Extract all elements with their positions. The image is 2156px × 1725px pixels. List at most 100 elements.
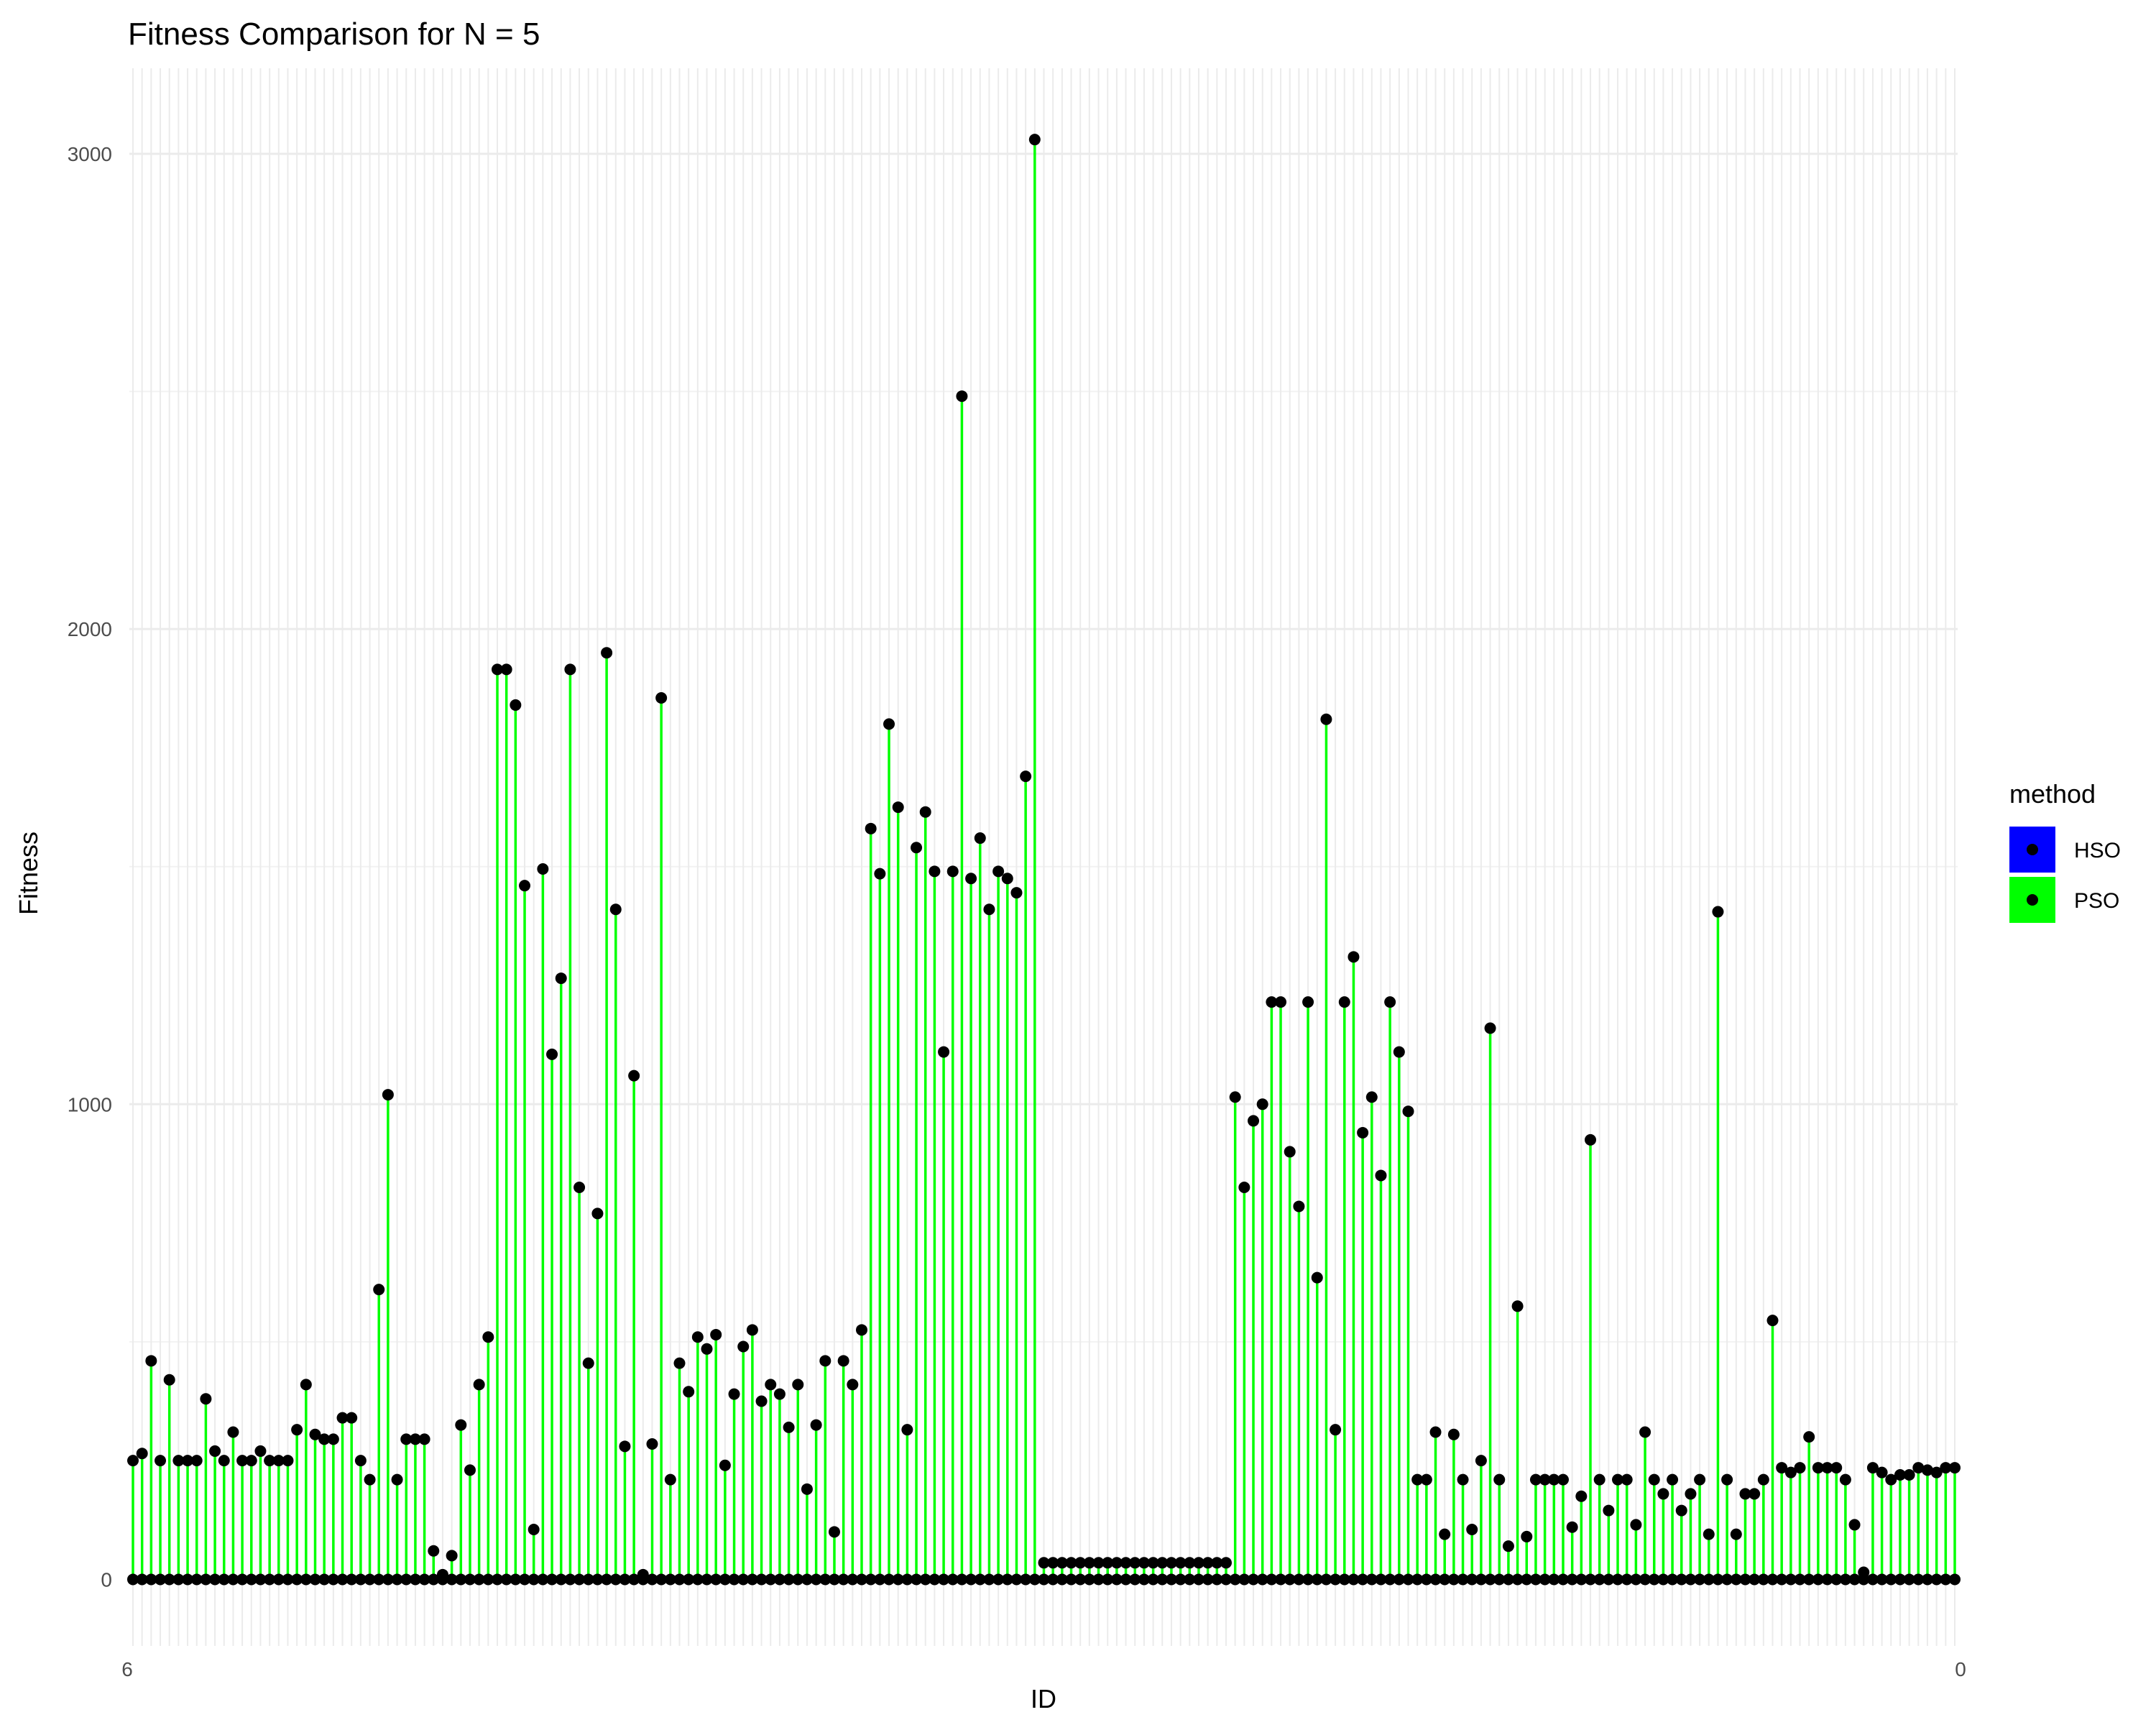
point-pso xyxy=(282,1455,294,1467)
point-hso xyxy=(519,1573,531,1586)
point-pso xyxy=(1585,1133,1596,1146)
point-pso xyxy=(1529,1473,1542,1486)
point-pso xyxy=(163,1374,175,1386)
point-hso xyxy=(810,1573,822,1586)
point-pso xyxy=(1685,1488,1697,1500)
point-pso xyxy=(1056,1557,1068,1569)
point-hso xyxy=(983,1573,995,1586)
point-pso xyxy=(737,1340,750,1353)
point-pso xyxy=(1429,1426,1442,1438)
point-pso xyxy=(1457,1473,1469,1486)
point-hso xyxy=(1092,1573,1105,1586)
point-hso xyxy=(609,1573,622,1586)
point-pso xyxy=(1784,1466,1797,1478)
point-hso xyxy=(1548,1573,1560,1586)
point-pso xyxy=(373,1284,385,1296)
point-pso xyxy=(1110,1557,1123,1569)
point-pso xyxy=(1065,1557,1077,1569)
point-pso xyxy=(1256,1098,1268,1110)
point-hso xyxy=(1848,1573,1861,1586)
point-hso xyxy=(837,1573,849,1586)
point-hso xyxy=(892,1573,904,1586)
point-pso xyxy=(1648,1473,1660,1486)
point-pso xyxy=(1539,1473,1551,1486)
point-pso xyxy=(446,1550,458,1562)
point-pso xyxy=(746,1324,758,1336)
point-hso xyxy=(473,1573,485,1586)
point-hso xyxy=(1484,1573,1496,1586)
point-pso xyxy=(1757,1473,1769,1486)
point-pso xyxy=(555,972,567,985)
point-pso xyxy=(1302,996,1314,1008)
point-hso xyxy=(1457,1573,1469,1586)
point-hso xyxy=(354,1573,367,1586)
point-pso xyxy=(1593,1473,1606,1486)
points xyxy=(127,134,1961,1586)
point-hso xyxy=(1657,1573,1669,1586)
point-pso xyxy=(992,865,1005,878)
point-pso xyxy=(1165,1557,1177,1569)
point-pso xyxy=(1866,1462,1879,1474)
point-pso xyxy=(965,873,977,885)
point-pso xyxy=(1639,1426,1651,1438)
point-hso xyxy=(573,1573,586,1586)
point-pso xyxy=(1047,1557,1059,1569)
point-pso xyxy=(591,1208,604,1220)
point-hso xyxy=(1894,1573,1906,1586)
point-pso xyxy=(573,1181,586,1193)
point-pso xyxy=(1348,951,1360,963)
point-hso xyxy=(1776,1573,1788,1586)
point-hso xyxy=(1493,1573,1506,1586)
point-hso xyxy=(1511,1573,1524,1586)
point-pso xyxy=(1794,1462,1806,1474)
point-hso xyxy=(1593,1573,1606,1586)
point-pso xyxy=(1548,1473,1560,1486)
point-pso xyxy=(1129,1557,1141,1569)
point-hso xyxy=(1439,1573,1451,1586)
point-pso xyxy=(1447,1428,1460,1440)
point-pso xyxy=(1885,1473,1897,1486)
point-hso xyxy=(1302,1573,1314,1586)
point-hso xyxy=(628,1573,640,1586)
legend-point-hso xyxy=(2027,844,2038,855)
point-pso xyxy=(1120,1557,1132,1569)
point-pso xyxy=(200,1393,212,1405)
point-hso xyxy=(974,1573,986,1586)
point-hso xyxy=(1220,1573,1232,1586)
point-hso xyxy=(400,1573,413,1586)
point-pso xyxy=(227,1426,239,1438)
point-hso xyxy=(1211,1573,1223,1586)
point-hso xyxy=(291,1573,303,1586)
point-hso xyxy=(1248,1573,1260,1586)
point-pso xyxy=(1275,996,1287,1008)
point-hso xyxy=(1138,1573,1150,1586)
point-pso xyxy=(1010,887,1023,899)
point-hso xyxy=(336,1573,349,1586)
point-hso xyxy=(272,1573,285,1586)
point-pso xyxy=(482,1331,494,1343)
point-pso xyxy=(1858,1566,1870,1578)
point-pso xyxy=(127,1455,139,1467)
point-pso xyxy=(1839,1473,1851,1486)
point-hso xyxy=(264,1573,276,1586)
point-pso xyxy=(892,801,904,814)
point-pso xyxy=(847,1379,859,1391)
point-hso xyxy=(127,1573,139,1586)
point-pso xyxy=(1211,1557,1223,1569)
point-pso xyxy=(436,1568,448,1581)
point-hso xyxy=(1284,1573,1296,1586)
point-hso xyxy=(1821,1573,1833,1586)
point-pso xyxy=(1475,1455,1487,1467)
point-pso xyxy=(691,1331,704,1343)
point-hso xyxy=(1065,1573,1077,1586)
point-pso xyxy=(1375,1169,1387,1182)
point-pso xyxy=(1712,906,1724,918)
point-hso xyxy=(1803,1573,1815,1586)
point-hso xyxy=(1721,1573,1733,1586)
point-pso xyxy=(929,865,941,878)
point-hso xyxy=(1521,1573,1533,1586)
point-hso xyxy=(1575,1573,1588,1586)
point-hso xyxy=(1730,1573,1742,1586)
point-pso xyxy=(938,1046,950,1058)
point-pso xyxy=(646,1438,658,1450)
